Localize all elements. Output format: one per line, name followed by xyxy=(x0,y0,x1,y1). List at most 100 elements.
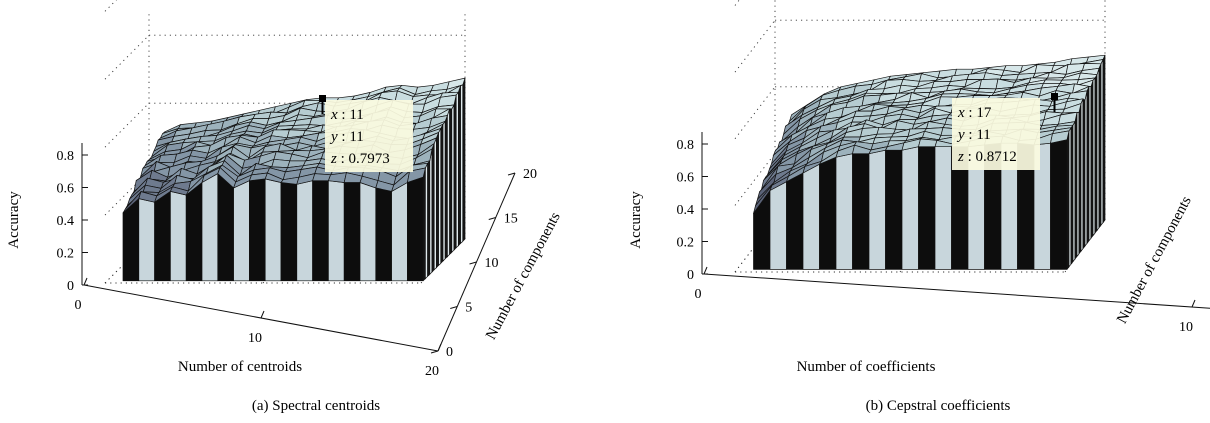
datatip-line: z : 0.8712 xyxy=(957,149,1017,165)
x-tick-label: 0 xyxy=(75,298,82,313)
surface-curtain-panel xyxy=(359,182,377,282)
surface-curtain-panel xyxy=(885,149,903,270)
surface-face xyxy=(918,138,938,148)
surface-face xyxy=(889,136,909,142)
y-tick xyxy=(450,306,458,309)
datatip: x : 17 y : 11 z : 0.8712 xyxy=(952,93,1058,170)
y-tick-label: 10 xyxy=(485,256,499,271)
surface-face xyxy=(1043,79,1063,84)
z-tick-label: 0.8 xyxy=(57,149,75,164)
z-tick-label: 0.2 xyxy=(677,236,695,251)
surface-curtain-panel xyxy=(264,178,282,282)
chart-panel-b: 00.20.40.60.80102001020Number of coeffic… xyxy=(628,0,1210,414)
datatip-var: x xyxy=(330,107,338,123)
datatip-marker xyxy=(1051,93,1058,100)
y-tick xyxy=(430,350,439,354)
surface-curtain-panel xyxy=(233,180,250,282)
z-axis-label: Accuracy xyxy=(628,191,644,249)
y-tick-label: 15 xyxy=(504,212,518,227)
grid-line xyxy=(734,0,740,6)
z-tick-label: 0.6 xyxy=(677,171,695,186)
surface-curtain-panel xyxy=(1050,139,1068,270)
y-tick-label: 20 xyxy=(523,167,537,182)
surface-face xyxy=(158,153,177,163)
surface-curtain-panel xyxy=(769,181,787,270)
z-axis-label: Accuracy xyxy=(6,191,22,249)
z-tick-label: 0.8 xyxy=(677,138,695,153)
grid-line xyxy=(104,0,117,12)
chart-panel-a: 0 0.2 0.4 0.6 0.8 0 10 20 0 5 10 15 20 Number of cent… xyxy=(6,0,564,414)
panel-caption: (b) Cepstral coefficients xyxy=(866,398,1011,414)
axes xyxy=(81,143,516,354)
datatip-value: : 11 xyxy=(965,127,991,143)
datatip-var: y xyxy=(329,129,338,145)
datatip-value: : 0.8712 xyxy=(964,149,1017,165)
grid-line xyxy=(734,86,776,140)
surface-curtain-panel xyxy=(328,180,345,282)
datatip-line: y : 11 xyxy=(956,127,991,143)
surface-face xyxy=(979,78,999,90)
datatip-line: x : 11 xyxy=(330,107,364,123)
z-tick-label: 0.6 xyxy=(57,182,75,197)
y-tick xyxy=(507,172,516,176)
surface-curtain-panel xyxy=(217,173,234,282)
surface-curtain-panel xyxy=(819,156,837,270)
x-axis-label: Number of centroids xyxy=(178,359,302,375)
surface-curtain-panel xyxy=(312,180,329,282)
datatip-line: z : 0.7973 xyxy=(330,151,390,167)
surface-curtain-panel xyxy=(185,182,203,282)
datatip-value: : 17 xyxy=(965,105,992,121)
y-tick-label: 0 xyxy=(446,345,453,360)
surface-curtain-panel xyxy=(786,172,804,270)
surface-face xyxy=(312,173,331,182)
datatip-box xyxy=(952,98,1040,170)
datatip-value: : 0.7973 xyxy=(337,151,390,167)
x-tick-label: 10 xyxy=(248,331,262,346)
datatip-var: x xyxy=(957,105,965,121)
surface-face xyxy=(1050,130,1070,144)
x-tick xyxy=(1191,299,1196,308)
z-tick-label: 0 xyxy=(687,268,694,283)
surface-curtain-panel xyxy=(201,173,219,282)
grid-line xyxy=(104,102,150,148)
x-tick-label: 20 xyxy=(425,364,439,379)
z-tick-label: 0.4 xyxy=(57,214,75,229)
axes xyxy=(701,132,1210,309)
grid-line xyxy=(734,153,776,206)
datatip-marker xyxy=(319,95,326,102)
z-tick-label: 0 xyxy=(67,279,74,294)
surface-curtain-panel xyxy=(296,180,313,282)
datatip-var: z xyxy=(957,149,964,165)
datatip: x : 11 y : 11 z : 0.7973 xyxy=(319,95,413,172)
y-tick-label: 5 xyxy=(465,301,472,316)
surface-curtain-panel xyxy=(343,182,361,282)
datatip-value: : 11 xyxy=(338,107,364,123)
x-tick xyxy=(703,266,708,275)
surface-curtain-panel xyxy=(375,187,392,282)
x-tick-label: 10 xyxy=(1179,320,1193,335)
z-tick-label: 0.2 xyxy=(57,247,75,262)
panel-caption: (a) Spectral centroids xyxy=(252,398,380,414)
surface xyxy=(753,54,1106,270)
surface-curtain-panel xyxy=(901,146,919,270)
surface-face xyxy=(865,88,885,94)
surface-curtain-panel xyxy=(170,191,187,282)
surface-curtain-panel xyxy=(1102,54,1106,223)
surface-curtain-panel xyxy=(462,77,466,242)
surface-curtain-panel xyxy=(918,146,936,270)
surface xyxy=(122,77,466,282)
grid-line xyxy=(104,34,150,80)
datatip-line: y : 11 xyxy=(329,129,364,145)
surface-curtain-panel xyxy=(391,182,408,282)
y-tick xyxy=(488,217,496,220)
surface-curtain-panel xyxy=(154,191,171,282)
surface-curtain-panel xyxy=(868,149,886,270)
grid-line xyxy=(734,219,776,273)
surface-curtain-panel xyxy=(934,146,952,270)
surface-curtain-panel xyxy=(802,163,820,270)
x-tick xyxy=(83,277,88,286)
y-tick xyxy=(469,261,477,265)
grid-line xyxy=(734,19,776,73)
surface-curtain-panel xyxy=(280,182,298,282)
